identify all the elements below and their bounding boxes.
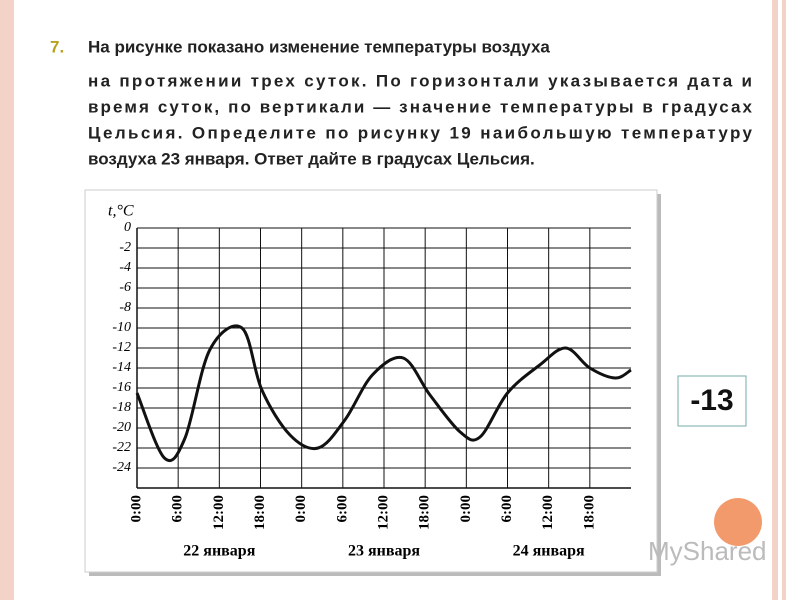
x-group-label: 23 января: [348, 543, 420, 560]
y-tick-label: -10: [112, 320, 131, 335]
chart-frame: [84, 189, 658, 573]
x-tick-label: 0:00: [128, 495, 144, 523]
y-tick-label: -20: [112, 420, 131, 435]
x-tick-label: 0:00: [458, 495, 474, 523]
x-tick-label: 6:00: [499, 495, 515, 523]
y-axis-label: t,°C: [108, 203, 134, 220]
right-border: [782, 0, 786, 600]
y-tick-label: -12: [112, 340, 131, 355]
watermark: MyShared: [648, 536, 767, 566]
answer-box: [677, 375, 747, 427]
left-border: [0, 0, 14, 600]
y-tick-label: -2: [119, 240, 131, 255]
temperature-line: [135, 324, 632, 463]
x-tick-label: 6:00: [334, 495, 350, 523]
y-tick-label: 0: [124, 220, 131, 235]
decor-circle: [714, 498, 762, 546]
question-line: воздуха 23 января. Ответ дайте в градуса…: [88, 149, 535, 168]
x-tick-label: 18:00: [417, 495, 433, 530]
x-group-label: 22 января: [183, 543, 255, 560]
x-tick-label: 12:00: [540, 495, 556, 530]
x-group-label: 24 января: [513, 543, 585, 560]
y-tick-label: -16: [112, 380, 131, 395]
x-tick-label: 12:00: [211, 495, 227, 530]
y-tick-label: -4: [119, 260, 131, 275]
x-tick-label: 18:00: [252, 495, 268, 530]
question-line: Цельсия. Определите по рисунку 19 наибол…: [88, 123, 753, 142]
question-line: На рисунке показано изменение температур…: [88, 37, 550, 56]
y-tick-label: -6: [119, 280, 131, 295]
x-tick-label: 0:00: [293, 495, 309, 523]
y-tick-label: -14: [112, 360, 131, 375]
y-tick-label: -18: [112, 400, 131, 415]
x-tick-label: 18:00: [581, 495, 597, 530]
question-number: 7.: [50, 37, 64, 56]
question-line: на протяжении трех суток. По горизонтали…: [88, 71, 752, 90]
y-tick-label: -8: [119, 300, 131, 315]
x-tick-label: 12:00: [375, 495, 391, 530]
right-border: [772, 0, 778, 600]
x-tick-label: 6:00: [170, 495, 186, 523]
y-tick-label: -22: [112, 440, 131, 455]
y-tick-label: -24: [112, 460, 131, 475]
answer: -13: [690, 384, 733, 417]
